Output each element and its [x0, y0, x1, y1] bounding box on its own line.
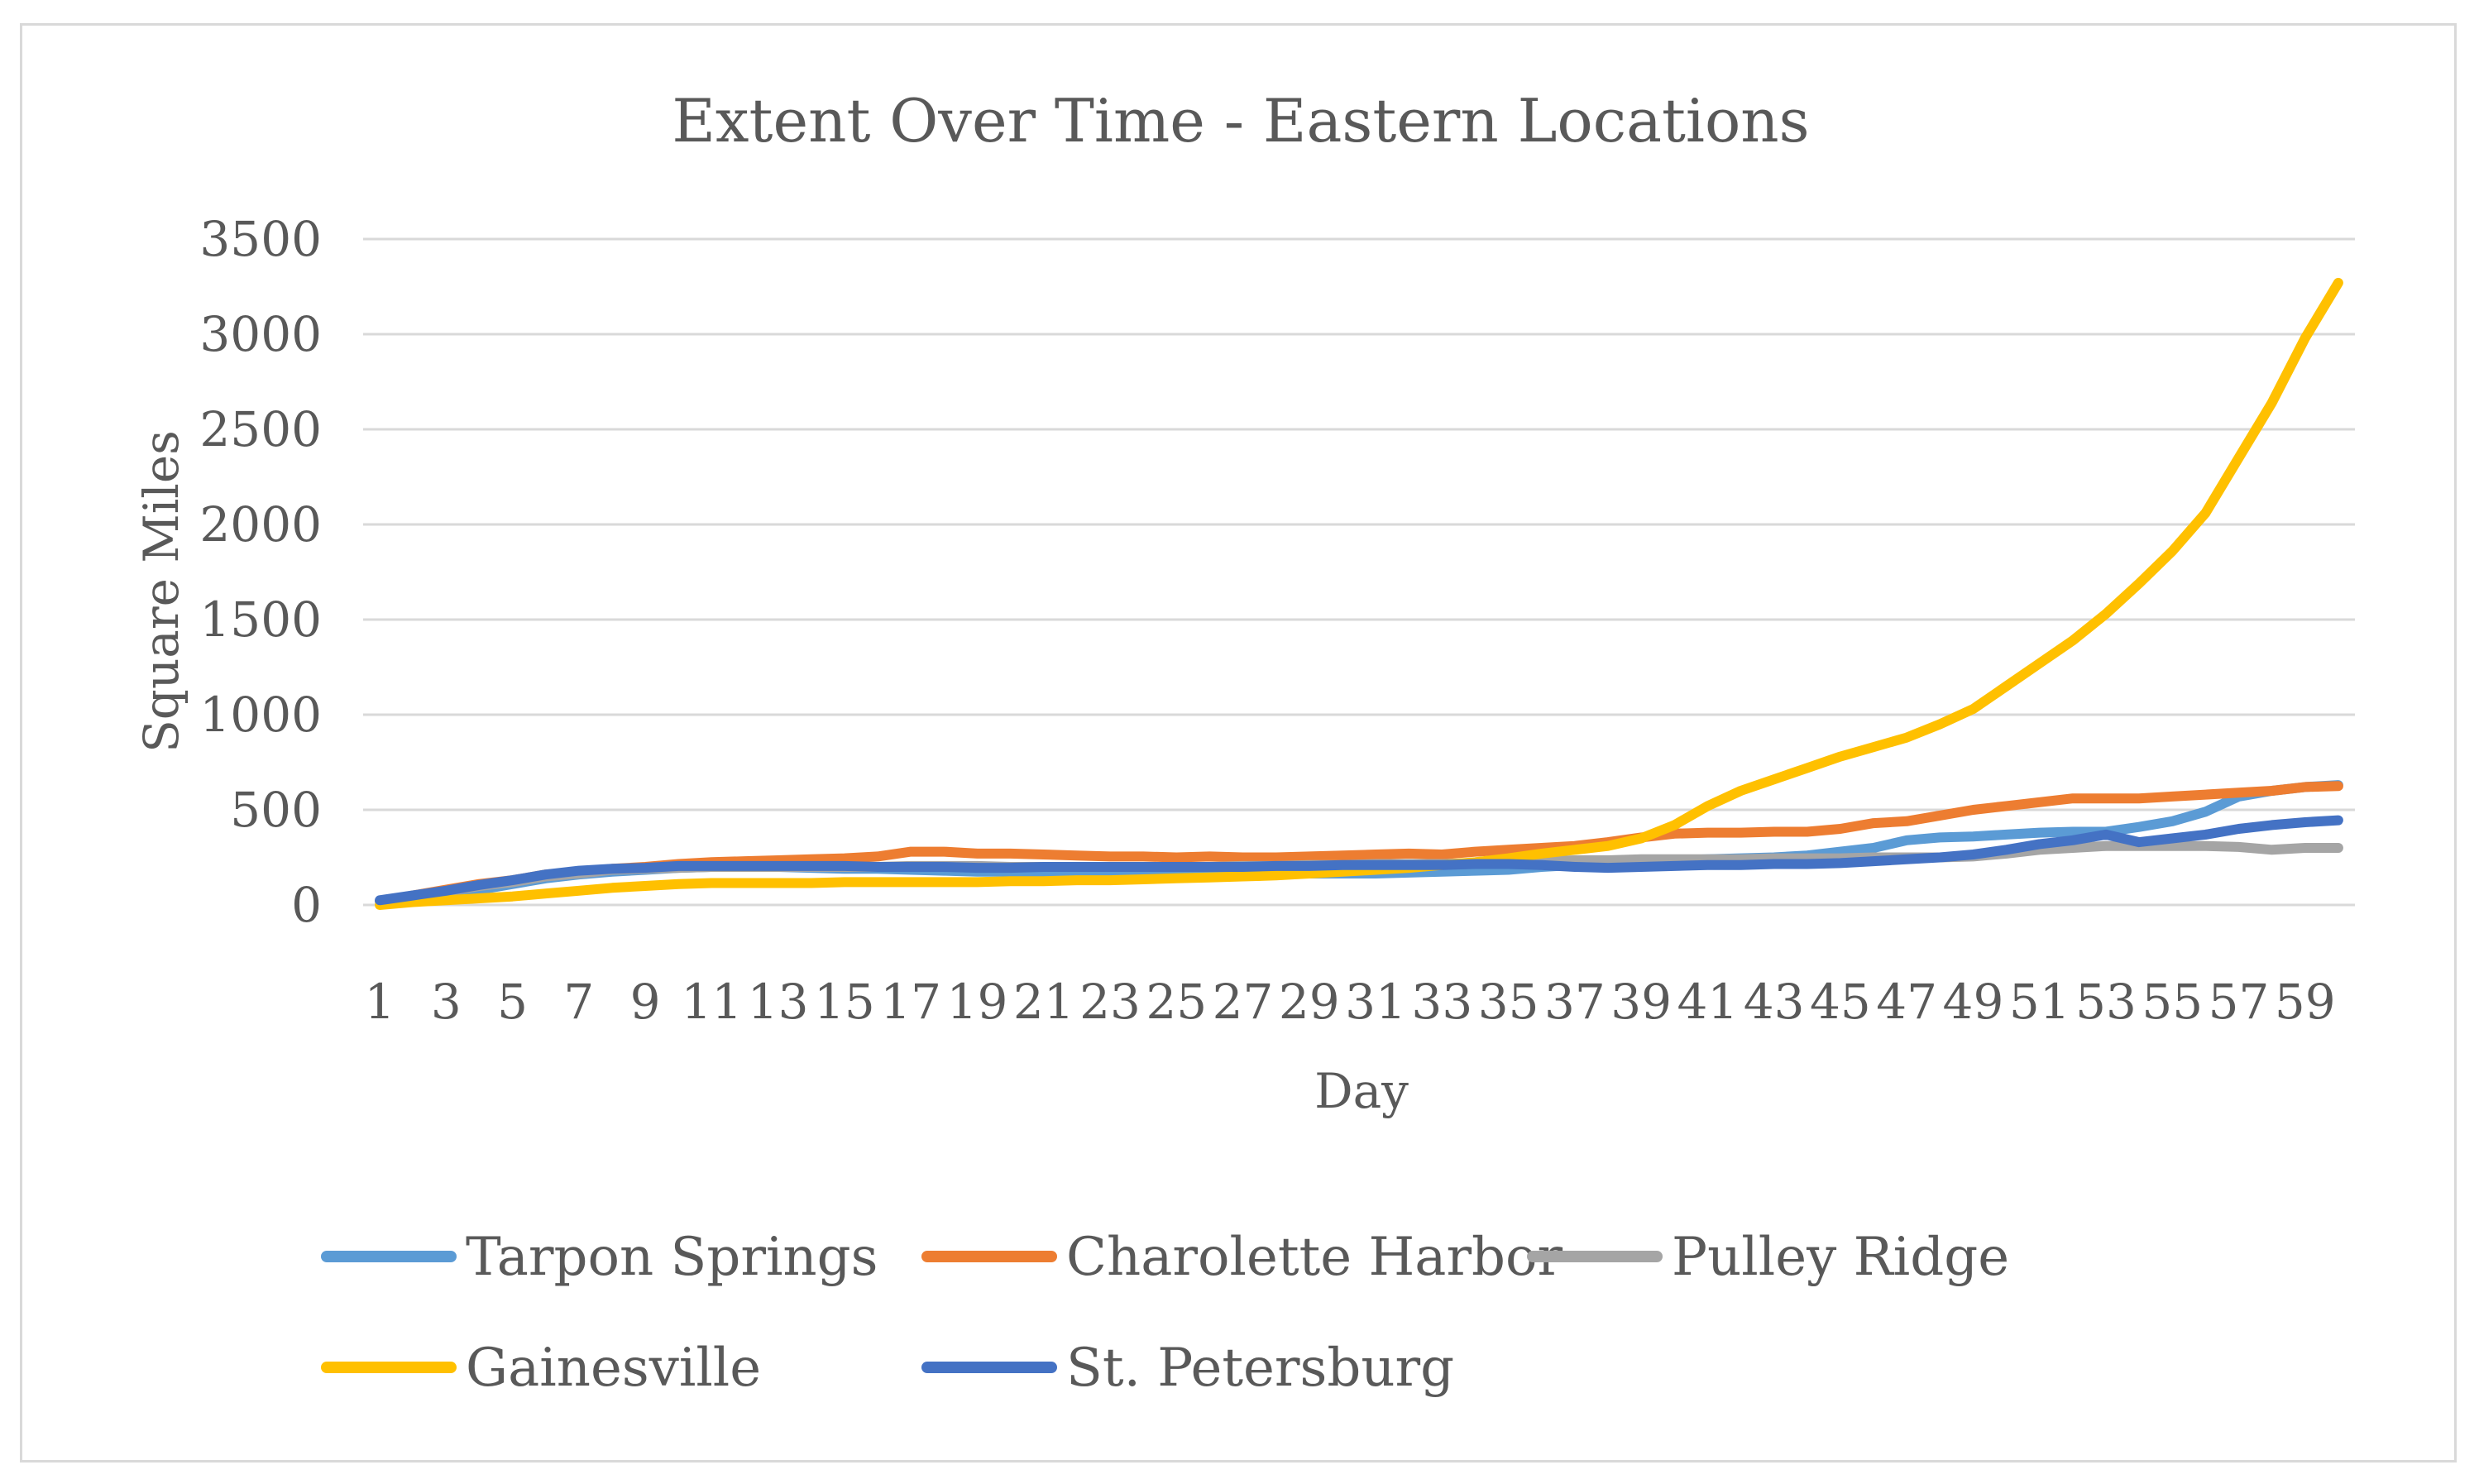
series-lines [375, 277, 2343, 910]
legend: Tarpon Springs Charolette Harbor Pulley Ri… [321, 1227, 2009, 1399]
x-tick-label: 33 [1411, 974, 1472, 1030]
x-tick-label: 23 [1079, 974, 1141, 1030]
x-tick-label: 59 [2275, 974, 2336, 1030]
y-axis-title: Square Miles [133, 430, 189, 753]
x-tick-label: 11 [681, 974, 742, 1030]
legend-label-pulley-ridge: Pulley Ridge [1672, 1227, 2009, 1288]
x-tick-label: 57 [2209, 974, 2270, 1030]
y-tick-label: 1500 [199, 591, 322, 648]
x-tick-label: 41 [1677, 974, 1738, 1030]
y-tick-label: 2500 [199, 401, 322, 457]
x-tick-label: 51 [2009, 974, 2070, 1030]
x-tick-label: 31 [1345, 974, 1406, 1030]
legend-label-gainesville: Gainesville [466, 1338, 761, 1399]
x-tick-label: 27 [1213, 974, 1274, 1030]
x-tick-label: 55 [2142, 974, 2203, 1030]
x-tick-label: 15 [814, 974, 875, 1030]
legend-label-tarpon-springs: Tarpon Springs [466, 1227, 878, 1288]
legend-label-charolette-harbor: Charolette Harbor [1066, 1227, 1563, 1288]
x-tick-label: 17 [880, 974, 941, 1030]
y-tick-label: 500 [230, 782, 322, 838]
legend-label-st-petersburg: St. Petersburg [1066, 1338, 1454, 1399]
chart-frame: Extent Over Time - Eastern Locations 0 50… [20, 23, 2457, 1462]
x-axis-title: Day [1314, 1063, 1409, 1119]
chart-title: Extent Over Time - Eastern Locations [672, 86, 1809, 156]
x-tick-label: 7 [563, 974, 594, 1030]
x-tick-label: 37 [1544, 974, 1606, 1030]
x-tick-label: 25 [1146, 974, 1207, 1030]
x-tick-label: 29 [1279, 974, 1340, 1030]
x-tick-label: 35 [1478, 974, 1539, 1030]
series-line-gainesville [375, 277, 2343, 910]
x-tick-label: 1 [365, 974, 395, 1030]
x-tick-label: 19 [947, 974, 1008, 1030]
x-tick-label: 43 [1744, 974, 1805, 1030]
y-tick-label: 3500 [199, 211, 322, 267]
x-tick-labels: 1 3 5 7 9 11 13 15 17 19 21 23 25 27 29 31 33 35 37 39 41 43 4… [365, 974, 2336, 1030]
y-tick-label: 1000 [199, 687, 322, 743]
x-tick-label: 49 [1943, 974, 2004, 1030]
x-tick-label: 39 [1610, 974, 1672, 1030]
x-tick-label: 13 [748, 974, 809, 1030]
x-tick-label: 5 [497, 974, 528, 1030]
x-tick-label: 45 [1810, 974, 1871, 1030]
series-line-st-petersburg [375, 815, 2343, 906]
y-tick-label: 0 [291, 877, 322, 933]
chart-svg: Extent Over Time - Eastern Locations 050… [133, 86, 2355, 1399]
x-tick-label: 21 [1013, 974, 1074, 1030]
x-tick-label: 9 [630, 974, 661, 1030]
gridlines [363, 237, 2355, 907]
x-tick-label: 53 [2075, 974, 2137, 1030]
y-tick-label: 2000 [199, 496, 322, 553]
y-tick-labels: 0 500 1000 1500 2000 2500 3000 3500 [199, 211, 322, 933]
y-tick-label: 3000 [199, 306, 322, 362]
x-tick-label: 3 [431, 974, 462, 1030]
x-tick-label: 47 [1876, 974, 1937, 1030]
